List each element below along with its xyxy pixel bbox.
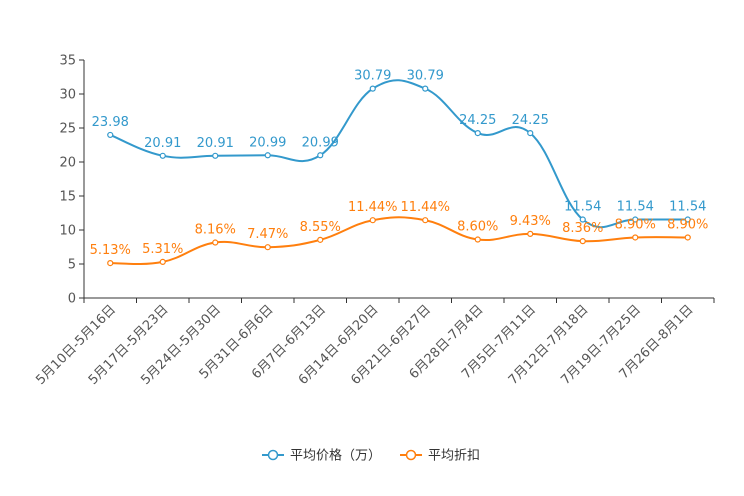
series-2-point[interactable] bbox=[212, 239, 219, 246]
y-tick-label: 25 bbox=[59, 122, 76, 137]
series-1-point[interactable] bbox=[159, 152, 166, 159]
series-2-data-label: 11.44% bbox=[348, 200, 398, 215]
series-1-point[interactable] bbox=[527, 130, 534, 137]
series-1-point[interactable] bbox=[422, 85, 429, 92]
series-1-data-label: 11.54 bbox=[617, 200, 654, 215]
series-2-point[interactable] bbox=[632, 234, 639, 241]
series-1-point[interactable] bbox=[684, 216, 691, 223]
series-1-point[interactable] bbox=[317, 152, 324, 159]
legend-marker-icon bbox=[267, 449, 279, 461]
series-2-data-label: 8.55% bbox=[300, 220, 341, 235]
series-2-data-label: 7.47% bbox=[247, 227, 288, 242]
y-tick-label: 0 bbox=[68, 292, 76, 307]
series-2-point[interactable] bbox=[474, 236, 481, 243]
series-2-data-label: 5.31% bbox=[142, 242, 183, 257]
series-line-2 bbox=[110, 216, 688, 266]
series-1-point[interactable] bbox=[632, 216, 639, 223]
series-1-data-label: 20.99 bbox=[302, 135, 339, 150]
series-1-data-label: 24.25 bbox=[459, 113, 496, 128]
series-1-point[interactable] bbox=[579, 216, 586, 223]
series-1-point[interactable] bbox=[212, 152, 219, 159]
series-1-data-label: 20.91 bbox=[144, 136, 181, 151]
series-1-data-label: 20.99 bbox=[249, 135, 286, 150]
y-tick-label: 5 bbox=[68, 258, 76, 273]
series-2-data-label: 8.36% bbox=[562, 221, 603, 236]
legend-label: 平均折扣 bbox=[428, 449, 480, 464]
series-2-data-label: 9.43% bbox=[510, 214, 551, 229]
series-1-data-label: 30.79 bbox=[354, 69, 391, 84]
series-2-data-label: 11.44% bbox=[400, 200, 450, 215]
series-2-data-label: 8.90% bbox=[667, 217, 708, 232]
legend-label: 平均价格（万） bbox=[290, 448, 381, 464]
series-2-data-label: 5.13% bbox=[90, 243, 131, 258]
series-2-point[interactable] bbox=[159, 258, 166, 265]
series-1-data-label: 11.54 bbox=[669, 200, 706, 215]
series-2-point[interactable] bbox=[422, 217, 429, 224]
series-1-point[interactable] bbox=[369, 85, 376, 92]
series-1-point[interactable] bbox=[474, 130, 481, 137]
y-tick-label: 20 bbox=[59, 156, 76, 171]
series-2-point[interactable] bbox=[369, 217, 376, 224]
series-2-point[interactable] bbox=[579, 238, 586, 245]
legend-item-1[interactable]: 平均价格（万） bbox=[262, 448, 381, 464]
legend[interactable]: 平均价格（万） 平均折扣 bbox=[262, 448, 480, 464]
series-1-data-label: 30.79 bbox=[407, 69, 444, 84]
series-2-point[interactable] bbox=[107, 260, 114, 267]
series-1-data-label: 24.25 bbox=[512, 113, 549, 128]
series-2-point[interactable] bbox=[317, 236, 324, 243]
series-points bbox=[107, 85, 691, 267]
series-1-data-label: 20.91 bbox=[197, 136, 234, 151]
series-1-point[interactable] bbox=[264, 152, 271, 159]
series-2-point[interactable] bbox=[264, 244, 271, 251]
y-tick-label: 15 bbox=[59, 190, 76, 205]
series-1-point[interactable] bbox=[107, 131, 114, 139]
series-2-data-label: 8.60% bbox=[457, 220, 498, 235]
series-2-point[interactable] bbox=[684, 234, 691, 241]
series-1-data-label: 23.98 bbox=[92, 115, 129, 130]
legend-marker-icon bbox=[405, 449, 417, 461]
y-tick-label: 35 bbox=[59, 54, 76, 69]
series-2-data-label: 8.90% bbox=[615, 217, 656, 232]
y-tick-label: 30 bbox=[59, 88, 76, 103]
legend-item-2[interactable]: 平均折扣 bbox=[400, 449, 480, 464]
y-tick-label: 10 bbox=[59, 224, 76, 239]
series-2-point[interactable] bbox=[527, 230, 534, 237]
series-2-data-label: 8.16% bbox=[195, 223, 236, 238]
data-labels: 23.98 20.91 20.91 20.99 20.99 30.79 30.79 24.25… bbox=[90, 69, 709, 258]
series-1-data-label: 11.54 bbox=[564, 200, 601, 215]
